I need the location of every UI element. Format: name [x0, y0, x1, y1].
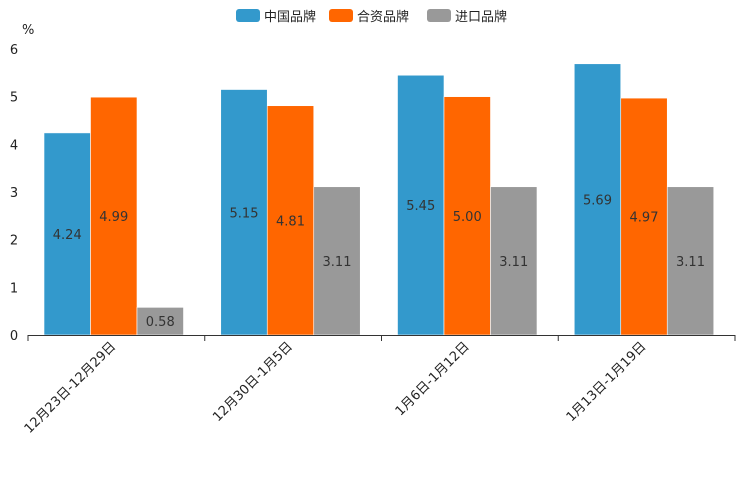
x-category-label: 12月23日-12月29日 [22, 339, 119, 436]
x-axis: 12月23日-12月29日 12月30日-1月5日 1月6日-1月12日 1月13日-… [22, 335, 736, 437]
bar [490, 186, 538, 336]
data-label: 3.11 [499, 255, 528, 270]
x-category-label: 12月30日-1月5日 [210, 339, 296, 425]
data-label: 3.11 [676, 255, 705, 270]
data-label: 5.45 [406, 199, 435, 214]
data-label: 4.24 [53, 228, 82, 243]
data-label: 0.58 [146, 315, 175, 330]
bar [666, 186, 715, 336]
x-category-label: 1月13日-1月19日 [564, 339, 650, 425]
y-tick-label: 2 [10, 234, 18, 249]
bar [220, 89, 268, 336]
legend: 中国品牌 合资品牌 进口品牌 [236, 9, 507, 25]
x-category-label: 1月6日-1月12日 [393, 339, 473, 419]
y-axis-unit-label: % [22, 23, 34, 38]
data-label: 5.15 [230, 206, 259, 221]
y-tick-label: 6 [10, 43, 18, 58]
data-label: 4.99 [99, 210, 128, 225]
legend-swatch [427, 9, 451, 22]
y-tick-label: 3 [10, 186, 18, 201]
y-tick-label: 5 [10, 91, 18, 106]
data-label: 3.11 [323, 255, 352, 270]
data-label: 5.69 [583, 193, 612, 208]
bar [313, 186, 361, 336]
legend-swatch [236, 9, 260, 22]
bar [266, 105, 315, 336]
legend-label: 进口品牌 [455, 9, 507, 25]
legend-label: 合资品牌 [357, 9, 409, 25]
bar [397, 74, 445, 336]
bars: 4.24 5.15 5.45 5.69 4.99 4.81 5.00 4.97 0.58 3.11… [43, 63, 715, 336]
y-tick-label: 1 [10, 281, 18, 296]
y-tick-label: 0 [10, 329, 18, 344]
bar [573, 63, 622, 336]
bar [43, 132, 91, 336]
y-axis: 0 1 2 3 4 5 6 [10, 43, 18, 344]
y-tick-label: 4 [10, 138, 18, 153]
data-label: 4.81 [276, 214, 305, 229]
data-label: 5.00 [453, 210, 482, 225]
bar [620, 97, 668, 336]
legend-swatch [329, 9, 353, 22]
data-label: 4.97 [630, 211, 659, 226]
legend-label: 中国品牌 [264, 9, 316, 25]
bar [90, 96, 138, 336]
